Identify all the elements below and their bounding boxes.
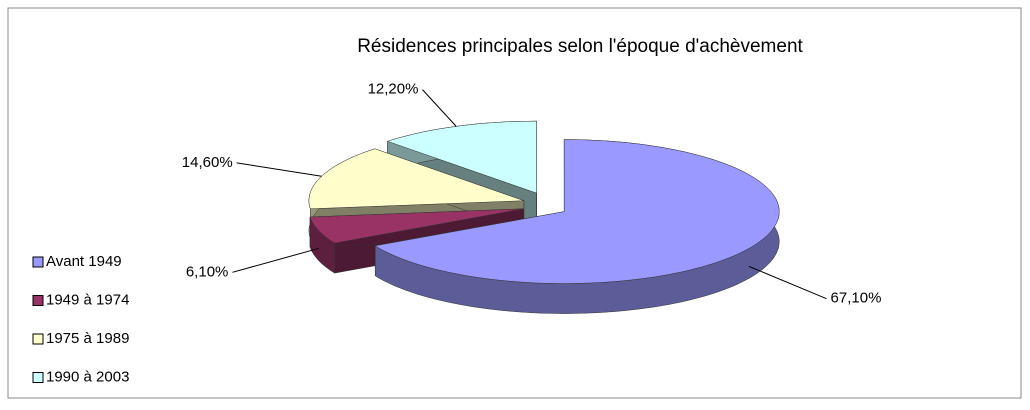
legend-swatch — [32, 256, 44, 268]
legend-label: 1990 à 2003 — [46, 368, 129, 385]
slice — [386, 120, 537, 194]
data-label: 67,10% — [831, 290, 882, 307]
data-label: 14,60% — [182, 154, 233, 171]
legend-label: Avant 1949 — [46, 253, 122, 270]
slice — [374, 139, 780, 284]
leader-line — [748, 265, 827, 300]
data-label: 12,20% — [368, 81, 419, 98]
leader-line — [232, 247, 319, 273]
legend-swatch — [32, 372, 44, 383]
leader-line — [236, 162, 322, 177]
legend-label: 1949 à 1974 — [46, 291, 129, 308]
chart-title: Résidences principales selon l'époque d'… — [357, 36, 803, 57]
slice — [309, 208, 524, 244]
data-label: 6,10% — [186, 263, 229, 280]
legend-swatch — [32, 333, 44, 345]
slice — [308, 148, 524, 210]
legend-swatch — [32, 295, 44, 306]
leader-line — [422, 89, 457, 127]
legend-label: 1975 à 1989 — [46, 330, 129, 347]
